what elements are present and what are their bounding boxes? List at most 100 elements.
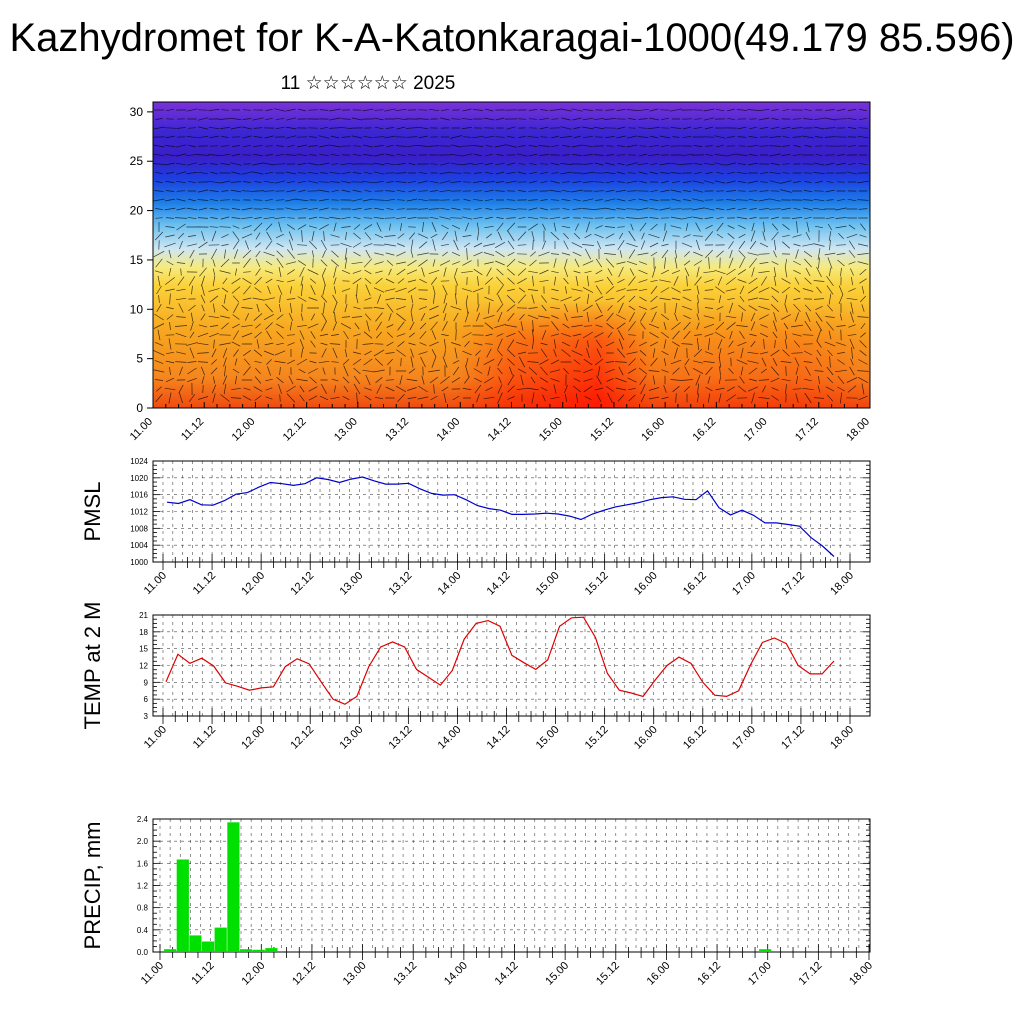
x-tick-label: 11.00: [142, 724, 169, 751]
x-tick-label: 14.00: [436, 724, 464, 752]
x-tick-label: 18.00: [828, 724, 856, 752]
xsec-x-tick-label: 12.12: [281, 416, 309, 444]
x-tick-label: 16.00: [632, 570, 660, 598]
y-tick-label: 1012: [130, 508, 148, 517]
temp-series-line: [165, 616, 835, 705]
x-tick-label: 17.12: [779, 570, 807, 598]
chart-title: Kazhydromet for K-A-Katonkaragai-1000(49…: [9, 16, 1015, 60]
x-tick-label: 18.00: [828, 570, 856, 598]
x-tick-label: 17.12: [797, 960, 825, 988]
precip-bar: [202, 941, 215, 952]
y-tick-label: 1.6: [137, 859, 149, 868]
x-tick-label: 16.12: [681, 570, 709, 598]
xsec-y-tick-label: 25: [130, 154, 144, 168]
wind-vectors: [153, 108, 869, 404]
x-tick-label: 12.00: [239, 570, 267, 598]
x-tick-label: 15.00: [543, 960, 571, 988]
y-tick-label: 1000: [130, 558, 148, 567]
x-tick-label: 11.00: [139, 960, 166, 987]
x-tick-label: 15.00: [534, 724, 562, 752]
xsec-x-tick-label: 11.00: [128, 416, 155, 443]
x-tick-label: 14.12: [485, 570, 513, 598]
y-tick-label: 9: [144, 678, 149, 687]
wind-vector-lines: [153, 108, 869, 404]
precip-bar: [164, 949, 177, 952]
pmsl-series-line: [166, 476, 835, 557]
y-tick-label: 1024: [130, 457, 148, 466]
chart-subtitle: 11 ☆☆☆☆☆☆ 2025: [280, 73, 456, 94]
y-tick-label: 18: [139, 628, 148, 637]
x-tick-label: 15.00: [534, 570, 562, 598]
x-tick-label: 14.12: [493, 960, 521, 988]
cross-section-panel: 0 5 10 15 20 25 30 11.00 11.12 12.00 12.12 13.00 13.…: [128, 101, 872, 444]
xsec-y-tick-label: 15: [130, 253, 144, 267]
x-tick-label: 14.12: [485, 724, 513, 752]
xsec-x-tick-label: 14.00: [434, 416, 462, 444]
y-tick-label: 0.8: [137, 904, 149, 913]
y-tick-label: 3: [144, 712, 149, 721]
y-axis-title: PMSL: [80, 482, 105, 542]
x-tick-label: 11.00: [142, 570, 169, 597]
x-tick-label: 13.12: [387, 570, 415, 598]
precip-bar: [176, 859, 189, 952]
y-tick-label: 6: [144, 695, 149, 704]
y-tick-label: 0.0: [137, 948, 149, 957]
precip-bar: [227, 822, 240, 952]
xsec-x-tick-label: 18.00: [844, 416, 872, 444]
precip-bar: [265, 948, 278, 952]
x-tick-label: 13.00: [337, 724, 365, 752]
x-tick-label: 11.12: [191, 570, 218, 597]
y-tick-label: 1004: [130, 541, 148, 550]
precip-bar: [189, 935, 202, 952]
precip-bar: [240, 949, 253, 952]
x-tick-label: 12.12: [288, 570, 316, 598]
xsec-y-tick-label: 0: [136, 401, 143, 415]
y-tick-label: 1016: [130, 491, 148, 500]
xsec-x-tick-label: 11.12: [179, 416, 206, 443]
xsec-y-tick-label: 30: [130, 105, 144, 119]
xsec-x-tick-label: 15.12: [588, 416, 616, 444]
xsec-y-tick-label: 20: [130, 204, 144, 218]
x-tick-label: 16.00: [645, 960, 673, 988]
xsec-x-tick-label: 16.12: [691, 416, 719, 444]
xsec-y-tick-label: 10: [130, 302, 144, 316]
x-tick-label: 11.12: [191, 724, 218, 751]
y-axis-title: TEMP at 2 M: [80, 602, 105, 730]
precip-bar: [214, 927, 227, 952]
x-tick-label: 16.12: [695, 960, 723, 988]
xsec-x-tick-label: 13.00: [332, 416, 360, 444]
x-tick-label: 13.00: [337, 570, 365, 598]
xsec-x-tick-label: 13.12: [383, 416, 411, 444]
x-tick-label: 14.00: [442, 960, 470, 988]
xsec-x-tick-label: 16.00: [639, 416, 667, 444]
x-tick-label: 15.12: [594, 960, 622, 988]
precip-panel: 0.0 0.4 0.8 1.2 1.6 2.0 2.4 11.00 11.12 12.00 12.1…: [80, 815, 875, 988]
x-tick-label: 17.00: [730, 724, 758, 752]
x-tick-label: 18.00: [847, 960, 875, 988]
x-tick-label: 11.12: [189, 960, 216, 987]
x-tick-label: 12.00: [239, 960, 267, 988]
temp-panel: 3 6 9 12 15 18 21 11.00 11.12 12.00 12.12 13.00 13.1…: [80, 602, 871, 752]
x-tick-label: 15.12: [583, 570, 611, 598]
xsec-x-tick-label: 15.00: [537, 416, 565, 444]
x-tick-label: 15.12: [583, 724, 611, 752]
y-tick-label: 2.0: [137, 837, 149, 846]
xsec-x-tick-label: 14.12: [486, 416, 514, 444]
y-tick-label: 1020: [130, 474, 148, 483]
xsec-x-tick-label: 17.12: [793, 416, 821, 444]
x-tick-label: 13.00: [341, 960, 369, 988]
y-tick-label: 1.2: [137, 882, 149, 891]
x-tick-label: 17.00: [730, 570, 758, 598]
x-tick-label: 13.12: [387, 724, 415, 752]
y-tick-label: 15: [139, 645, 148, 654]
x-tick-label: 16.00: [632, 724, 660, 752]
precip-bar: [759, 949, 772, 952]
xsec-x-tick-label: 12.00: [230, 416, 258, 444]
precip-bar: [252, 949, 265, 952]
y-tick-label: 21: [139, 611, 148, 620]
xsec-x-tick-label: 17.00: [742, 416, 770, 444]
x-tick-label: 14.00: [436, 570, 464, 598]
x-tick-label: 17.00: [746, 960, 774, 988]
y-tick-label: 1008: [130, 524, 148, 533]
